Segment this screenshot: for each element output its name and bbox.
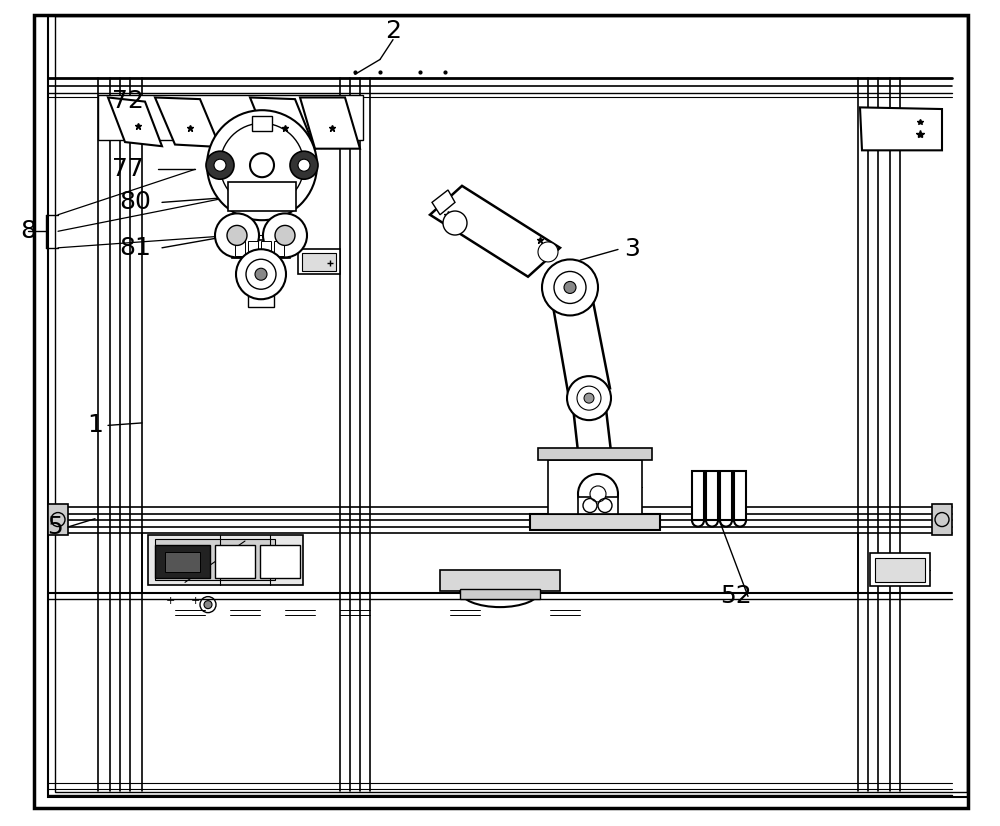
Circle shape xyxy=(564,282,576,293)
Text: +: + xyxy=(190,596,200,606)
Bar xyxy=(215,545,255,578)
Text: +: + xyxy=(165,596,175,606)
Bar xyxy=(530,514,660,530)
Text: 72: 72 xyxy=(112,88,144,113)
Bar xyxy=(440,570,560,591)
Circle shape xyxy=(443,211,467,235)
Polygon shape xyxy=(860,107,942,150)
Bar xyxy=(48,504,68,535)
Bar xyxy=(870,553,930,586)
Circle shape xyxy=(590,486,606,502)
Bar xyxy=(261,241,271,256)
Circle shape xyxy=(584,393,594,403)
Circle shape xyxy=(204,601,212,609)
Circle shape xyxy=(206,151,234,179)
Text: 1: 1 xyxy=(87,413,103,438)
Text: 81: 81 xyxy=(119,235,151,260)
Circle shape xyxy=(215,213,259,258)
Text: 80: 80 xyxy=(119,190,151,215)
Bar xyxy=(734,471,746,520)
Circle shape xyxy=(542,259,598,316)
Bar xyxy=(235,241,245,256)
Circle shape xyxy=(263,213,307,258)
Circle shape xyxy=(214,159,226,171)
Circle shape xyxy=(227,225,247,245)
Bar xyxy=(248,241,258,256)
Text: 8: 8 xyxy=(20,219,36,244)
Polygon shape xyxy=(155,97,220,147)
Circle shape xyxy=(236,249,286,299)
Circle shape xyxy=(538,242,558,262)
Circle shape xyxy=(255,268,267,280)
Circle shape xyxy=(567,376,611,420)
Circle shape xyxy=(220,123,304,207)
Polygon shape xyxy=(250,97,315,149)
Circle shape xyxy=(207,110,317,221)
Bar xyxy=(165,552,200,572)
Bar xyxy=(538,448,652,460)
Bar xyxy=(252,116,272,131)
Text: 5: 5 xyxy=(47,515,63,539)
Bar xyxy=(228,182,296,211)
Text: 52: 52 xyxy=(720,584,752,609)
Circle shape xyxy=(554,272,586,303)
Polygon shape xyxy=(300,97,360,149)
Bar xyxy=(302,253,336,271)
Polygon shape xyxy=(572,398,615,487)
Bar xyxy=(155,545,210,578)
Circle shape xyxy=(290,151,318,179)
Text: 3: 3 xyxy=(624,237,640,262)
Polygon shape xyxy=(108,97,162,146)
Bar xyxy=(274,241,284,256)
Text: 2: 2 xyxy=(385,19,401,44)
Bar xyxy=(706,471,718,520)
Circle shape xyxy=(246,259,276,289)
Bar xyxy=(460,589,540,599)
Bar xyxy=(932,504,952,535)
Bar xyxy=(155,539,275,580)
Circle shape xyxy=(275,225,295,245)
Bar xyxy=(232,240,290,258)
Bar xyxy=(692,471,704,520)
Bar xyxy=(248,292,274,307)
Polygon shape xyxy=(550,286,610,392)
Bar xyxy=(875,558,925,582)
Bar xyxy=(98,95,363,140)
Text: 77: 77 xyxy=(112,157,144,182)
Polygon shape xyxy=(430,186,560,277)
Bar xyxy=(578,497,618,514)
Bar xyxy=(148,535,303,585)
Bar xyxy=(298,249,340,274)
Circle shape xyxy=(298,159,310,171)
Circle shape xyxy=(250,153,274,178)
Bar xyxy=(720,471,732,520)
Bar xyxy=(260,545,300,578)
Polygon shape xyxy=(432,190,455,215)
Circle shape xyxy=(577,386,601,411)
Bar xyxy=(548,460,642,514)
Circle shape xyxy=(578,474,618,514)
